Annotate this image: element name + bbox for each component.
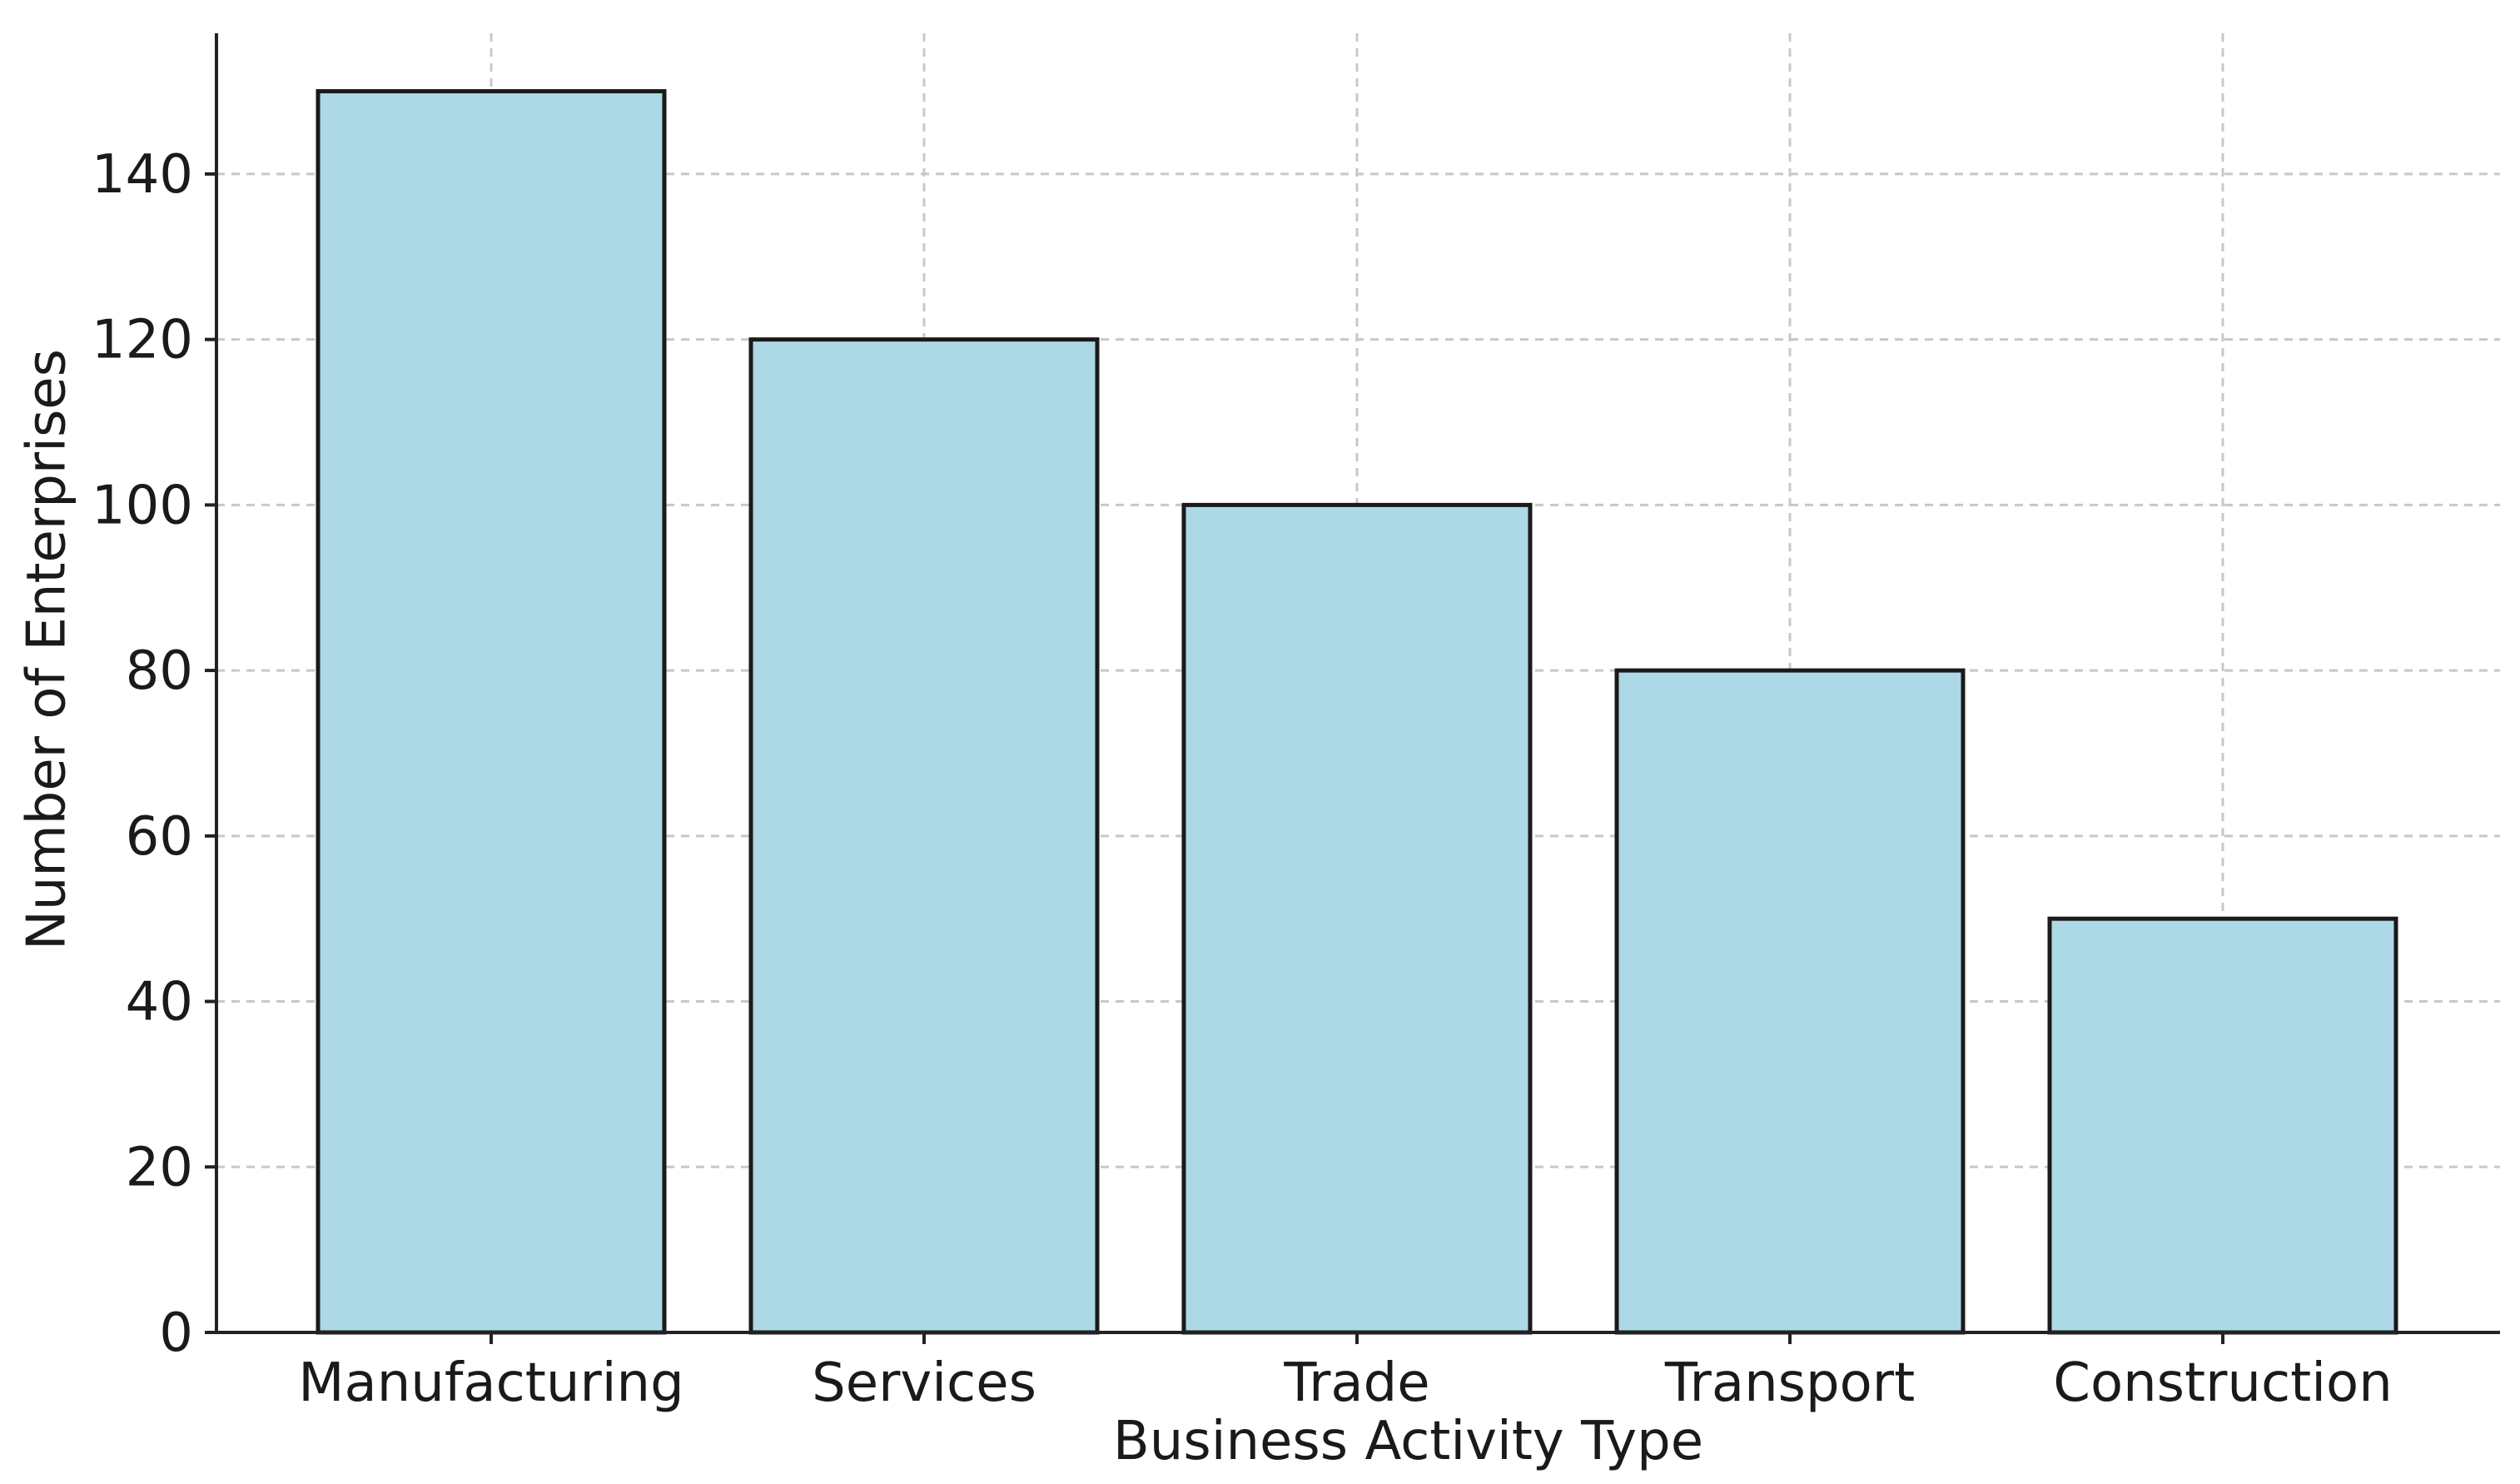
bar-services — [748, 337, 1100, 1335]
y-tick-label: 60 — [126, 806, 193, 868]
x-tick-label: Manufacturing — [298, 1352, 683, 1414]
x-tick-label: Services — [812, 1352, 1036, 1414]
bar-manufacturing — [316, 89, 667, 1335]
y-tick-label: 120 — [92, 310, 193, 371]
y-tick-label: 20 — [126, 1137, 193, 1198]
y-tick-label: 80 — [126, 640, 193, 702]
y-axis-title: Number of Enterprises — [17, 349, 78, 950]
x-axis-title: Business Activity Type — [1113, 1411, 1703, 1472]
y-tick-label: 40 — [126, 972, 193, 1033]
bars-layer — [316, 89, 2398, 1335]
ticks-layer: 0 20 40 60 80 100 120 140 Manufacturing Services T… — [92, 144, 2393, 1414]
bar-trade — [1181, 502, 1533, 1335]
x-tick-label: Transport — [1664, 1352, 1915, 1414]
y-tick-label: 140 — [92, 144, 193, 206]
bar-transport — [1614, 668, 1966, 1335]
bar-construction — [2047, 916, 2398, 1335]
y-tick-label: 0 — [159, 1302, 193, 1364]
x-tick-label: Construction — [2053, 1352, 2393, 1414]
x-tick-label: Trade — [1283, 1352, 1429, 1414]
y-tick-label: 100 — [92, 475, 193, 536]
